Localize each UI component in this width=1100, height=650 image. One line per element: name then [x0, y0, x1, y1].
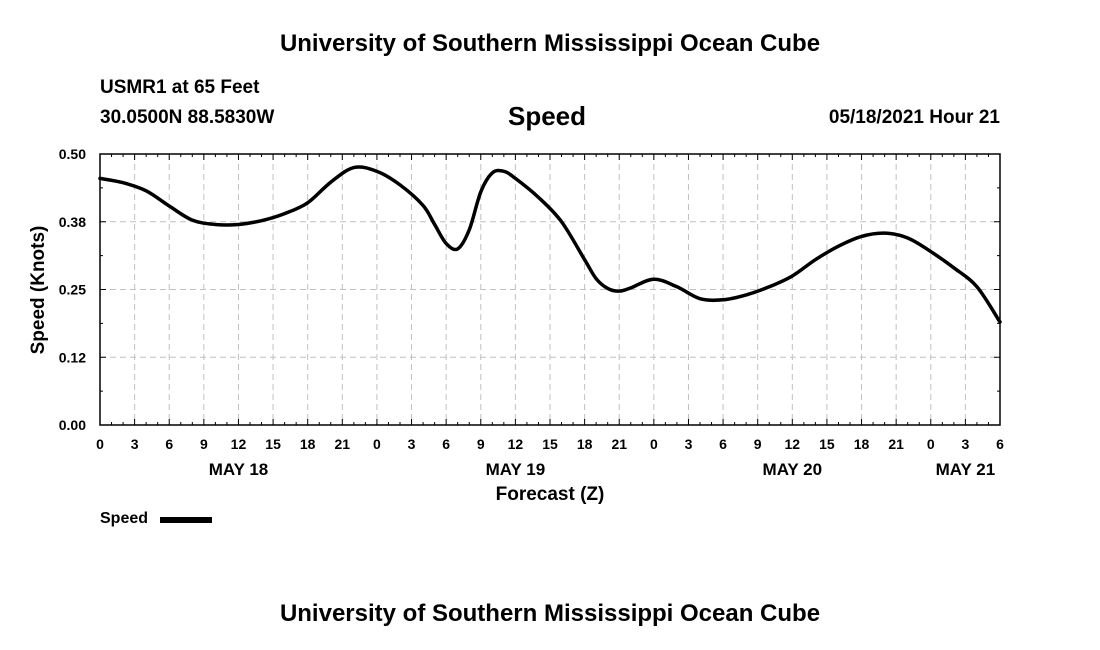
x-tick-label: 0	[650, 436, 658, 452]
y-axis-title: Speed (Knots)	[28, 226, 49, 355]
y-tick-label: 0.12	[59, 349, 86, 365]
axis-ticks	[99, 153, 1001, 426]
x-date-label: MAY 20	[763, 460, 823, 479]
grid-lines	[100, 154, 1000, 425]
x-date-label: MAY 18	[209, 460, 269, 479]
x-tick-label: 0	[373, 436, 381, 452]
legend-label-speed: Speed	[100, 510, 149, 527]
x-tick-label: 9	[477, 436, 485, 452]
y-tick-label: 0.00	[59, 417, 86, 433]
x-tick-label: 15	[265, 436, 281, 452]
y-tick-label: 0.38	[59, 214, 86, 230]
x-tick-label: 21	[335, 436, 351, 452]
x-tick-label: 18	[300, 436, 316, 452]
x-tick-label: 3	[408, 436, 416, 452]
x-tick-label: 18	[854, 436, 870, 452]
x-date-label: MAY 21	[936, 460, 996, 479]
x-tick-label: 9	[754, 436, 762, 452]
series-line-speed	[98, 165, 1002, 324]
x-tick-label: 3	[131, 436, 139, 452]
page-title-bottom: University of Southern Mississippi Ocean…	[279, 600, 821, 627]
station-label: USMR1 at 65 Feet	[100, 77, 260, 98]
x-tick-label: 12	[231, 436, 247, 452]
legend-swatch-speed	[160, 517, 212, 523]
x-tick-label: 6	[442, 436, 450, 452]
x-tick-label: 18	[577, 436, 593, 452]
tick-labels: 0 3 6 9 12 15 18 21 0 3 6 9 12 15 18 21 0 3 6 9 12 15 18 21 0 3 6 0…	[59, 146, 1004, 479]
x-tick-label: 6	[165, 436, 173, 452]
x-tick-label: 9	[200, 436, 208, 452]
chart-title: Speed	[508, 101, 587, 131]
x-tick-label: 0	[927, 436, 935, 452]
valid-time-label: 05/18/2021 Hour 21	[828, 107, 1000, 128]
x-tick-label: 15	[542, 436, 558, 452]
x-tick-label: 6	[719, 436, 727, 452]
x-tick-label: 3	[961, 436, 969, 452]
x-tick-label: 12	[785, 436, 801, 452]
coordinates-label: 30.0500N 88.5830W	[100, 107, 275, 128]
x-tick-label: 6	[996, 436, 1004, 452]
y-tick-label: 0.50	[59, 146, 86, 162]
x-tick-label: 21	[888, 436, 904, 452]
x-tick-label: 15	[819, 436, 835, 452]
x-tick-label: 21	[611, 436, 627, 452]
x-date-label: MAY 19	[486, 460, 546, 479]
x-tick-label: 3	[685, 436, 693, 452]
x-axis-title: Forecast (Z)	[496, 484, 605, 505]
x-tick-label: 12	[508, 436, 524, 452]
page-title-top: University of Southern Mississippi Ocean…	[279, 30, 821, 57]
y-tick-label: 0.25	[59, 282, 86, 298]
x-tick-label: 0	[96, 436, 104, 452]
